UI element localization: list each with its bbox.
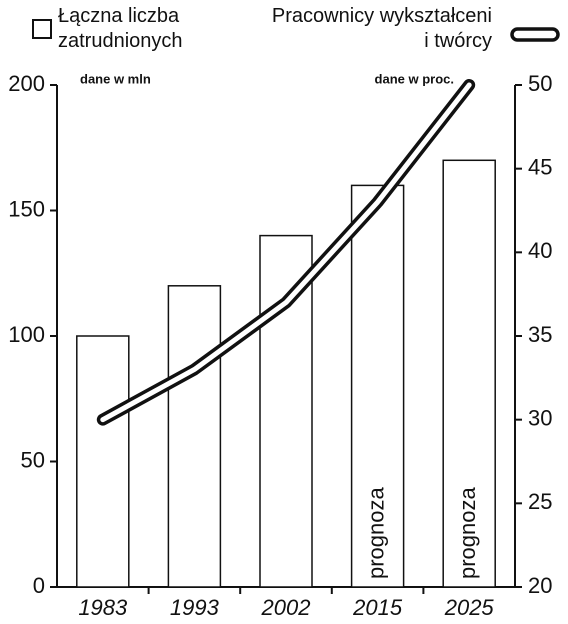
bar [76, 335, 130, 588]
legend-label: Łączna liczba zatrudnionych [58, 5, 183, 52]
y2-tick-label: 50 [528, 71, 552, 96]
y-tick-label: 150 [8, 196, 45, 221]
y-tick-label: 50 [21, 447, 45, 472]
x-tick-label: 2025 [444, 595, 495, 620]
y2-tick-label: 35 [528, 322, 552, 347]
y2-tick-label: 30 [528, 405, 552, 430]
y-tick-label: 100 [8, 322, 45, 347]
y2-tick-label: 40 [528, 238, 552, 263]
y2-tick-label: 45 [528, 154, 552, 179]
x-tick-label: 1983 [78, 595, 128, 620]
annotation: prognoza [455, 486, 480, 579]
y-unit-label: dane w mln [80, 71, 151, 86]
legend-swatch-bar [32, 19, 52, 39]
legend-label: Pracownicy wykształceni i twórcy [271, 5, 492, 52]
bar [350, 184, 405, 588]
y2-unit-label: dane w proc. [375, 71, 454, 86]
line-highlight [100, 82, 472, 423]
y-tick-label: 0 [33, 573, 45, 598]
y-tick-label: 200 [8, 71, 45, 96]
x-tick-label: 1993 [170, 595, 220, 620]
legend-swatch-line [510, 27, 560, 42]
y2-tick-label: 25 [528, 489, 552, 514]
annotation: prognoza [363, 486, 388, 579]
bar [167, 285, 222, 588]
bar [442, 159, 496, 588]
y2-tick-label: 20 [528, 573, 552, 598]
x-tick-label: 2002 [261, 595, 311, 620]
x-tick-label: 2015 [352, 595, 403, 620]
